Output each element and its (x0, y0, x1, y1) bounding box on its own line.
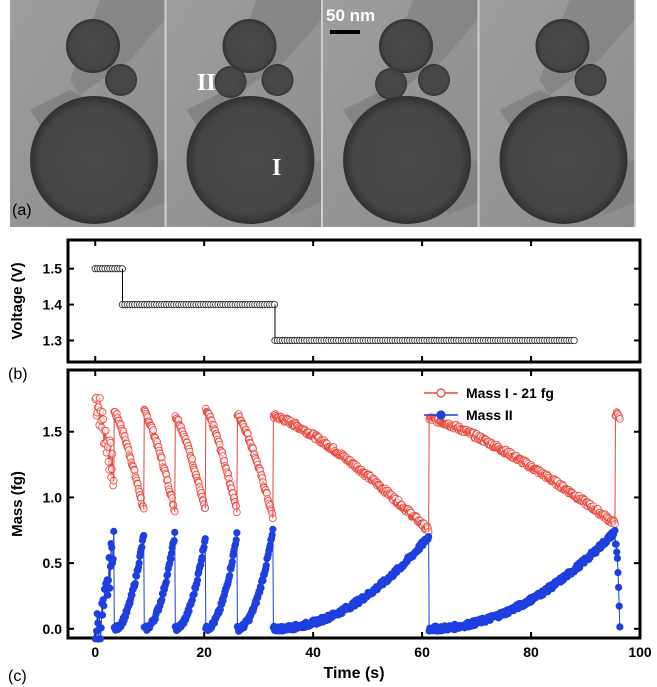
tem-frame (323, 0, 483, 227)
legend-marker (436, 388, 446, 398)
time-axis-label: Time (s) (323, 665, 384, 682)
small-particle (105, 64, 137, 96)
mass-point (259, 576, 267, 585)
mass-point (100, 602, 108, 610)
time-tick-label: 80 (523, 644, 539, 660)
mass-point (616, 415, 624, 423)
mass-point (188, 455, 197, 463)
mass-point (616, 623, 624, 631)
mass-point (104, 576, 113, 584)
mass-series-ii (91, 525, 624, 643)
time-tick-label: 100 (628, 644, 652, 660)
time-tick-label: 0 (91, 644, 99, 660)
time-tick-label: 40 (305, 644, 321, 660)
mass-point (104, 591, 112, 599)
mass-point (190, 590, 198, 598)
mass-point (613, 554, 621, 562)
top-particle (379, 19, 433, 73)
tem-frame (166, 0, 327, 227)
mass-tick-label: 1.5 (43, 424, 63, 440)
mass-point (149, 426, 158, 434)
mass-point (232, 536, 240, 544)
small-particle (261, 64, 294, 96)
mass-point (612, 540, 620, 548)
mass-point (109, 555, 117, 563)
particle-I-label: I (272, 155, 282, 181)
chart-svg: 1.3 1.4 1.5 0.0 0.5 1.0 1.5 0 20 40 60 80 100 Mass … (8, 238, 652, 685)
mass-point (102, 426, 110, 435)
small-particle (574, 64, 607, 96)
mass-point (614, 569, 622, 577)
mass-point (158, 596, 166, 604)
mass-point (170, 537, 178, 545)
mass-tick-label: 0.0 (43, 621, 63, 637)
time-tick-label: 20 (196, 644, 212, 660)
mass-point (257, 584, 265, 592)
mass-point (193, 576, 202, 584)
tem-frame (10, 0, 170, 227)
top-particle (66, 19, 120, 73)
voltage-point (270, 300, 279, 309)
particle-i (499, 96, 628, 224)
panel-c-label: (c) (8, 668, 27, 685)
panel-a-label: (a) (12, 202, 32, 219)
voltage-tick-label: 1.3 (43, 332, 63, 348)
tem-frame (479, 0, 640, 227)
mass-point (615, 602, 623, 610)
mass-point (108, 449, 117, 458)
mass-plot-frame (66, 368, 642, 640)
mass-tick-label: 0.5 (43, 555, 63, 571)
mass-point (97, 624, 105, 632)
mass-point (162, 578, 170, 586)
mass-point (198, 553, 206, 562)
voltage-point (570, 336, 578, 345)
top-particle (222, 19, 277, 73)
mass-point (135, 559, 143, 567)
mass-series-i (91, 393, 624, 536)
time-tick-label: 60 (414, 644, 430, 660)
mass-point (132, 572, 141, 580)
mass-point (262, 561, 270, 570)
mass-point (131, 579, 139, 588)
mass-point (96, 635, 105, 643)
particle-ii (375, 68, 407, 100)
panel-b-label: (b) (8, 366, 28, 383)
scale-bar (330, 30, 360, 34)
top-particle (535, 19, 590, 73)
mass-point (98, 408, 107, 416)
mass-point (106, 584, 114, 592)
mass-point (164, 570, 172, 579)
mass-axis-label: Mass (fg) (9, 471, 26, 537)
legend-label: Mass I - 21 fg (466, 385, 554, 401)
particle-i (30, 96, 158, 224)
voltage-tick-label: 1.4 (43, 297, 63, 313)
voltage-axis-label: Voltage (V) (9, 262, 26, 339)
mass-point (99, 415, 107, 424)
voltage-plot-frame (66, 238, 642, 364)
tem-frames-svg (10, 0, 640, 227)
mass-point (228, 558, 236, 566)
tem-image-strip: 50 nm II I (a) (10, 0, 640, 227)
voltage-tick-label: 1.5 (43, 261, 63, 277)
particle-ii (214, 66, 247, 98)
small-particle (418, 64, 450, 96)
mass-point (98, 611, 107, 619)
mass-point (614, 583, 623, 591)
legend-entry: Mass I - 21 fg (424, 385, 554, 401)
legend-marker (436, 410, 446, 420)
particle-i (186, 96, 315, 224)
mass-point (106, 438, 115, 447)
legend-label: Mass II (466, 407, 513, 423)
particle-i (343, 96, 471, 224)
legend-entry: Mass II (424, 407, 513, 423)
mass-point (167, 549, 176, 557)
particle-II-label: II (197, 70, 216, 96)
scale-bar-label: 50 nm (326, 6, 376, 25)
mass-point (232, 502, 241, 510)
mass-point (96, 394, 104, 402)
mass-point (613, 548, 621, 556)
mass-point (104, 457, 113, 466)
mass-tick-label: 1.0 (43, 489, 63, 505)
mass-point (226, 572, 234, 580)
